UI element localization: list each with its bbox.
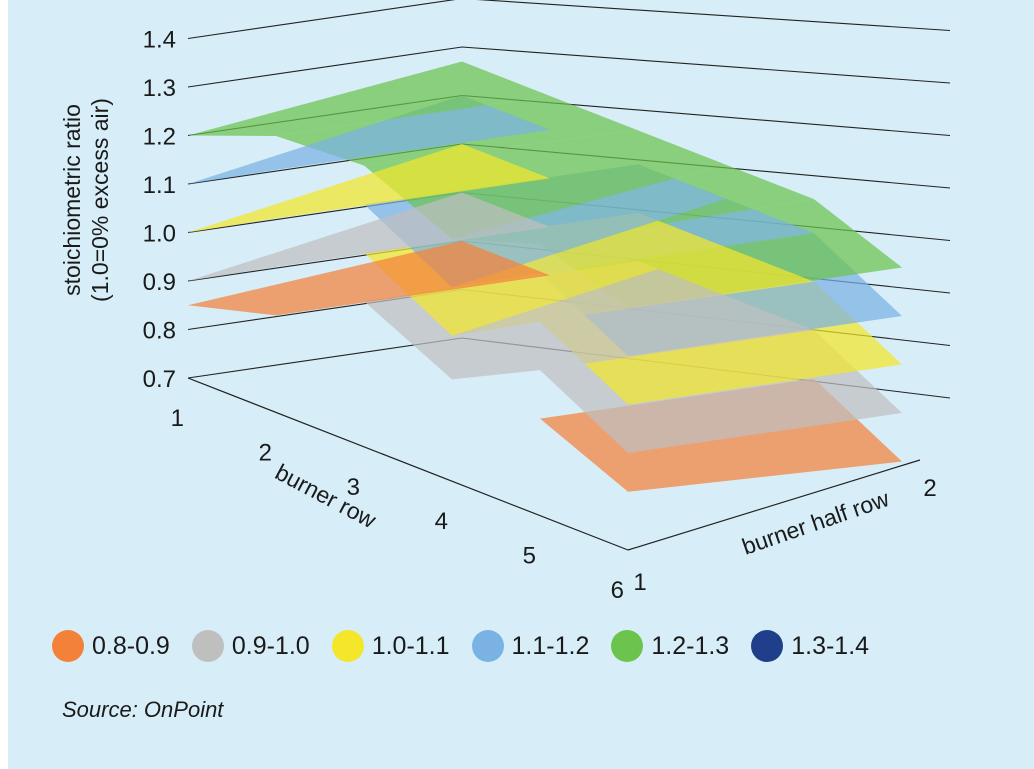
y-tick-label: 1 bbox=[633, 569, 646, 596]
row-axis-line bbox=[187, 377, 629, 551]
z-axis-label-line1: stoichiometric ratio bbox=[59, 104, 85, 296]
z-tick-label: 0.8 bbox=[143, 318, 176, 345]
legend-label: 0.8-0.9 bbox=[92, 631, 170, 660]
legend-swatch bbox=[191, 630, 224, 662]
x-tick-label: 5 bbox=[523, 543, 536, 570]
z-tick-label: 1.2 bbox=[143, 124, 176, 151]
surface-band-0.9-1.0 bbox=[188, 192, 550, 281]
legend-item-1.3-1.4: 1.3-1.4 bbox=[751, 630, 869, 662]
z-tick-label: 0.9 bbox=[143, 269, 176, 296]
legend-item-0.9-1.0: 0.9-1.0 bbox=[191, 630, 310, 662]
legend-swatch bbox=[611, 630, 644, 662]
z-tick-label: 1.4 bbox=[143, 27, 176, 54]
y-tick-label: 2 bbox=[923, 475, 936, 502]
legend-item-1.2-1.3: 1.2-1.3 bbox=[611, 630, 729, 662]
surface-band-0.9-1.0 bbox=[452, 295, 814, 380]
z-tick-label: 1.1 bbox=[143, 172, 176, 199]
z-tick-label: 1.0 bbox=[143, 221, 176, 248]
legend-swatch bbox=[331, 630, 364, 662]
z-axis-ticks: 1.4 1.3 1.2 1.1 1.0 0.9 0.8 0.7 bbox=[143, 27, 176, 394]
legend-item-1.1-1.2: 1.1-1.2 bbox=[471, 630, 590, 662]
z-tick-label: 0.7 bbox=[143, 366, 176, 393]
legend-swatch bbox=[471, 630, 504, 662]
legend-swatch bbox=[751, 630, 784, 662]
legend-item-0.8-0.9: 0.8-0.9 bbox=[52, 630, 170, 662]
legend-label: 1.1-1.2 bbox=[511, 631, 590, 660]
source-note: Source: OnPoint bbox=[62, 697, 224, 722]
legend-swatch bbox=[52, 630, 84, 662]
surface-band-1.2-1.3 bbox=[188, 61, 550, 136]
legend: 0.8-0.9 0.9-1.0 1.0-1.1 1.1-1.2 1.2-1.3 … bbox=[52, 628, 891, 664]
legend-label: 1.2-1.3 bbox=[651, 631, 730, 660]
floor-axes bbox=[187, 377, 921, 551]
x-tick-label: 2 bbox=[259, 439, 272, 466]
gridline bbox=[187, 0, 951, 40]
z-tick-label: 1.3 bbox=[143, 75, 176, 102]
x-tick-label: 6 bbox=[611, 577, 624, 604]
z-axis-label-line2: (1.0=0% excess air) bbox=[87, 98, 113, 302]
gridline bbox=[187, 46, 951, 88]
surface-band-1.1-1.2 bbox=[188, 95, 550, 184]
legend-label: 1.0-1.1 bbox=[371, 631, 450, 660]
legend-item-1.0-1.1: 1.0-1.1 bbox=[331, 630, 450, 662]
half-row-axis-line bbox=[627, 459, 921, 551]
x-tick-label: 1 bbox=[171, 405, 184, 432]
y-axis-label: burner half row bbox=[739, 485, 893, 560]
surface-band-1.0-1.1 bbox=[188, 144, 550, 233]
legend-label: 1.3-1.4 bbox=[791, 631, 870, 660]
x-tick-label: 4 bbox=[435, 508, 448, 535]
y-axis-ticks: 12 bbox=[633, 475, 936, 596]
x-tick-label: 3 bbox=[347, 474, 360, 501]
x-axis-label: burner row bbox=[271, 459, 381, 534]
surface-bands bbox=[188, 61, 902, 492]
x-axis-ticks: 1 2 3 4 5 6 bbox=[171, 405, 624, 604]
surface-band-0.8-0.9 bbox=[188, 241, 550, 316]
legend-label: 0.9-1.0 bbox=[231, 631, 310, 660]
